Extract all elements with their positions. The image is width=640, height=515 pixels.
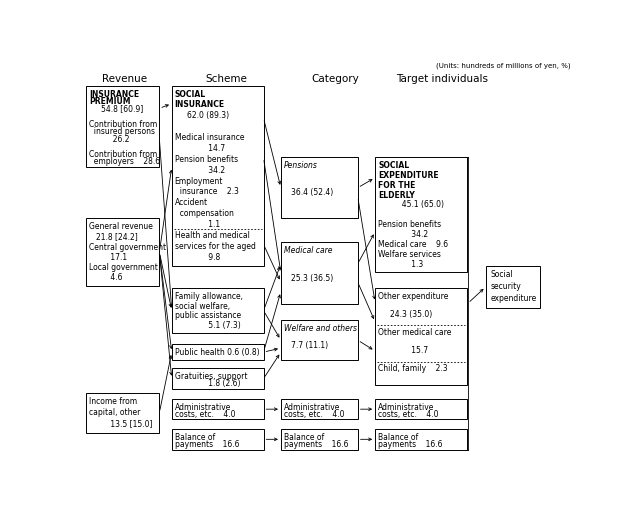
Text: capital, other: capital, other bbox=[89, 408, 140, 417]
Bar bbox=[281, 242, 358, 304]
Text: Medical care: Medical care bbox=[284, 246, 332, 255]
Text: Public health 0.6 (0.8): Public health 0.6 (0.8) bbox=[175, 348, 259, 357]
Text: Category: Category bbox=[312, 75, 359, 84]
Text: SOCIAL: SOCIAL bbox=[175, 90, 206, 98]
Text: Child, family    2.3: Child, family 2.3 bbox=[378, 365, 448, 373]
Text: Other medical care: Other medical care bbox=[378, 328, 451, 337]
Text: Social: Social bbox=[491, 270, 513, 279]
Text: 14.7: 14.7 bbox=[175, 144, 225, 153]
Text: 45.1 (65.0): 45.1 (65.0) bbox=[378, 200, 444, 210]
Text: Administrative: Administrative bbox=[175, 403, 231, 412]
Text: 1.1: 1.1 bbox=[175, 220, 220, 229]
Text: Pension benefits: Pension benefits bbox=[175, 155, 238, 164]
Text: PREMIUM: PREMIUM bbox=[89, 97, 131, 106]
Text: 5.1 (7.3): 5.1 (7.3) bbox=[175, 321, 241, 330]
Text: Medical care    9.6: Medical care 9.6 bbox=[378, 240, 448, 249]
Text: costs, etc.    4.0: costs, etc. 4.0 bbox=[378, 410, 438, 419]
Text: 26.2: 26.2 bbox=[89, 134, 129, 144]
Text: Accident: Accident bbox=[175, 198, 208, 208]
Bar bbox=[172, 368, 264, 389]
Bar bbox=[172, 344, 264, 360]
Text: 7.7 (11.1): 7.7 (11.1) bbox=[291, 341, 328, 350]
Bar bbox=[86, 218, 159, 286]
Text: 25.3 (36.5): 25.3 (36.5) bbox=[291, 274, 333, 283]
Text: Scheme: Scheme bbox=[205, 75, 247, 84]
Text: ELDERLY: ELDERLY bbox=[378, 191, 415, 200]
Text: INSURANCE: INSURANCE bbox=[175, 100, 225, 110]
Text: Health and medical: Health and medical bbox=[175, 231, 250, 240]
Text: Welfare services: Welfare services bbox=[378, 250, 441, 259]
Bar bbox=[281, 399, 358, 420]
Text: Target individuals: Target individuals bbox=[396, 75, 488, 84]
Text: payments    16.6: payments 16.6 bbox=[284, 440, 348, 449]
Text: INSURANCE: INSURANCE bbox=[89, 90, 139, 98]
Text: costs, etc.    4.0: costs, etc. 4.0 bbox=[284, 410, 344, 419]
Text: 4.6: 4.6 bbox=[89, 273, 122, 282]
Text: security: security bbox=[491, 282, 522, 291]
Bar bbox=[375, 157, 467, 272]
Text: Balance of: Balance of bbox=[378, 433, 419, 442]
Text: public assistance: public assistance bbox=[175, 312, 241, 320]
Bar bbox=[281, 157, 358, 218]
Bar bbox=[486, 266, 540, 307]
Text: 62.0 (89.3): 62.0 (89.3) bbox=[187, 111, 228, 121]
Text: Pensions: Pensions bbox=[284, 161, 317, 170]
Text: 34.2: 34.2 bbox=[378, 230, 428, 239]
Text: insured persons: insured persons bbox=[89, 127, 155, 136]
Text: Employment: Employment bbox=[175, 177, 223, 185]
Text: Revenue: Revenue bbox=[102, 75, 147, 84]
Bar bbox=[86, 393, 159, 433]
Text: 34.2: 34.2 bbox=[175, 166, 225, 175]
Text: social welfare,: social welfare, bbox=[175, 302, 230, 311]
Text: Family allowance,: Family allowance, bbox=[175, 292, 243, 301]
Text: costs, etc.    4.0: costs, etc. 4.0 bbox=[175, 410, 236, 419]
Bar bbox=[281, 320, 358, 360]
Text: 9.8: 9.8 bbox=[175, 253, 220, 262]
Text: compensation: compensation bbox=[175, 209, 234, 218]
Bar bbox=[375, 288, 467, 385]
Text: insurance    2.3: insurance 2.3 bbox=[175, 187, 239, 197]
Text: Contribution from: Contribution from bbox=[89, 119, 157, 129]
Text: Local government: Local government bbox=[89, 263, 158, 272]
Text: Welfare and others: Welfare and others bbox=[284, 324, 357, 333]
Text: Other expenditure: Other expenditure bbox=[378, 292, 449, 301]
Text: Central government: Central government bbox=[89, 243, 166, 252]
Text: 36.4 (52.4): 36.4 (52.4) bbox=[291, 188, 333, 197]
Text: EXPENDITURE: EXPENDITURE bbox=[378, 171, 439, 180]
Text: 54.8 [60.9]: 54.8 [60.9] bbox=[101, 105, 143, 113]
Text: 24.3 (35.0): 24.3 (35.0) bbox=[390, 310, 432, 319]
Bar bbox=[375, 429, 467, 450]
Text: payments    16.6: payments 16.6 bbox=[378, 440, 443, 449]
Text: FOR THE: FOR THE bbox=[378, 181, 415, 190]
Text: Medical insurance: Medical insurance bbox=[175, 133, 244, 142]
Text: 21.8 [24.2]: 21.8 [24.2] bbox=[96, 233, 138, 242]
Text: 1.8 (2.6): 1.8 (2.6) bbox=[175, 380, 240, 388]
Bar bbox=[86, 85, 159, 167]
Text: (Units: hundreds of millions of yen, %): (Units: hundreds of millions of yen, %) bbox=[436, 63, 571, 69]
Text: General revenue: General revenue bbox=[89, 222, 153, 231]
Bar bbox=[172, 85, 264, 266]
Bar bbox=[281, 429, 358, 450]
Bar bbox=[172, 429, 264, 450]
Text: payments    16.6: payments 16.6 bbox=[175, 440, 239, 449]
Text: SOCIAL: SOCIAL bbox=[378, 161, 409, 170]
Bar bbox=[375, 399, 467, 420]
Text: 17.1: 17.1 bbox=[89, 253, 127, 262]
Text: Balance of: Balance of bbox=[284, 433, 324, 442]
Text: Administrative: Administrative bbox=[284, 403, 340, 412]
Text: expenditure: expenditure bbox=[491, 294, 537, 302]
Text: services for the aged: services for the aged bbox=[175, 242, 255, 251]
Bar bbox=[172, 288, 264, 333]
Text: employers    28.6: employers 28.6 bbox=[89, 157, 160, 166]
Text: Pension benefits: Pension benefits bbox=[378, 220, 441, 229]
Text: 1.3: 1.3 bbox=[378, 260, 423, 269]
Text: Contribution from: Contribution from bbox=[89, 149, 157, 159]
Text: Gratuities, support: Gratuities, support bbox=[175, 372, 247, 381]
Text: Administrative: Administrative bbox=[378, 403, 435, 412]
Text: 13.5 [15.0]: 13.5 [15.0] bbox=[89, 419, 152, 428]
Text: Income from: Income from bbox=[89, 397, 137, 406]
Text: 15.7: 15.7 bbox=[378, 346, 428, 355]
Text: Balance of: Balance of bbox=[175, 433, 215, 442]
Bar bbox=[172, 399, 264, 420]
